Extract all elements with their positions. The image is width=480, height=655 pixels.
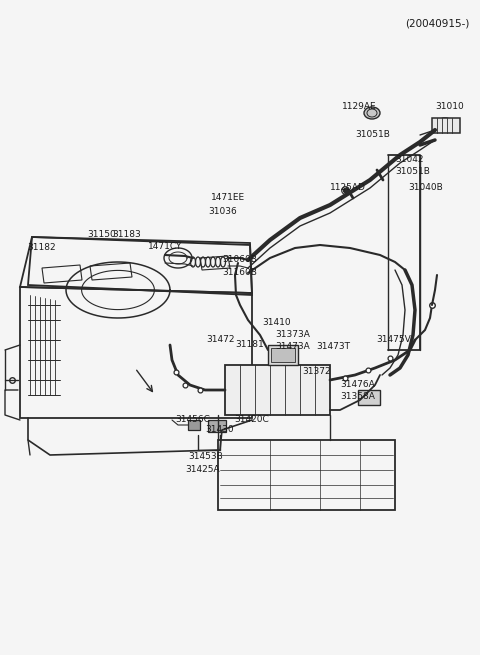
Bar [268, 345, 298, 365]
Text: 31453B: 31453B [188, 452, 223, 461]
Text: 31150: 31150 [87, 230, 116, 239]
Text: 1129AE: 1129AE [342, 102, 377, 111]
Text: 31160B: 31160B [222, 268, 257, 277]
Text: 31473T: 31473T [316, 342, 350, 351]
Text: 31182: 31182 [27, 243, 56, 252]
Bar [358, 390, 380, 405]
Text: 31372: 31372 [302, 367, 331, 376]
Text: 31051B: 31051B [355, 130, 390, 139]
Text: 31373A: 31373A [275, 330, 310, 339]
Text: 31181: 31181 [235, 340, 264, 349]
Text: 31036: 31036 [208, 207, 237, 216]
Text: 1471EE: 1471EE [211, 193, 245, 202]
Text: 31430: 31430 [205, 425, 234, 434]
Text: 31456C: 31456C [175, 415, 210, 424]
Text: 31475V: 31475V [376, 335, 411, 344]
Text: (20040915-): (20040915-) [406, 18, 470, 28]
Text: 31010: 31010 [435, 102, 464, 111]
Text: 1471CY: 1471CY [148, 242, 182, 251]
Text: 31472: 31472 [206, 335, 235, 344]
Text: 31051B: 31051B [395, 167, 430, 176]
Polygon shape [225, 365, 330, 415]
Bar [188, 420, 200, 430]
Bar [271, 348, 295, 362]
Text: 31420C: 31420C [234, 415, 269, 424]
Text: 31040B: 31040B [408, 183, 443, 192]
Text: 1125AD: 1125AD [330, 183, 366, 192]
Polygon shape [432, 118, 460, 133]
Text: 31358A: 31358A [340, 392, 375, 401]
Text: 31042: 31042 [395, 155, 423, 164]
Text: 31425A: 31425A [185, 465, 220, 474]
Text: 31476A: 31476A [340, 380, 375, 389]
Ellipse shape [436, 118, 454, 132]
Bar [208, 420, 226, 432]
Text: 31473A: 31473A [275, 342, 310, 351]
Text: 31410: 31410 [262, 318, 290, 327]
Ellipse shape [364, 107, 380, 119]
Text: 31183: 31183 [112, 230, 141, 239]
Text: 31060B: 31060B [222, 255, 257, 264]
